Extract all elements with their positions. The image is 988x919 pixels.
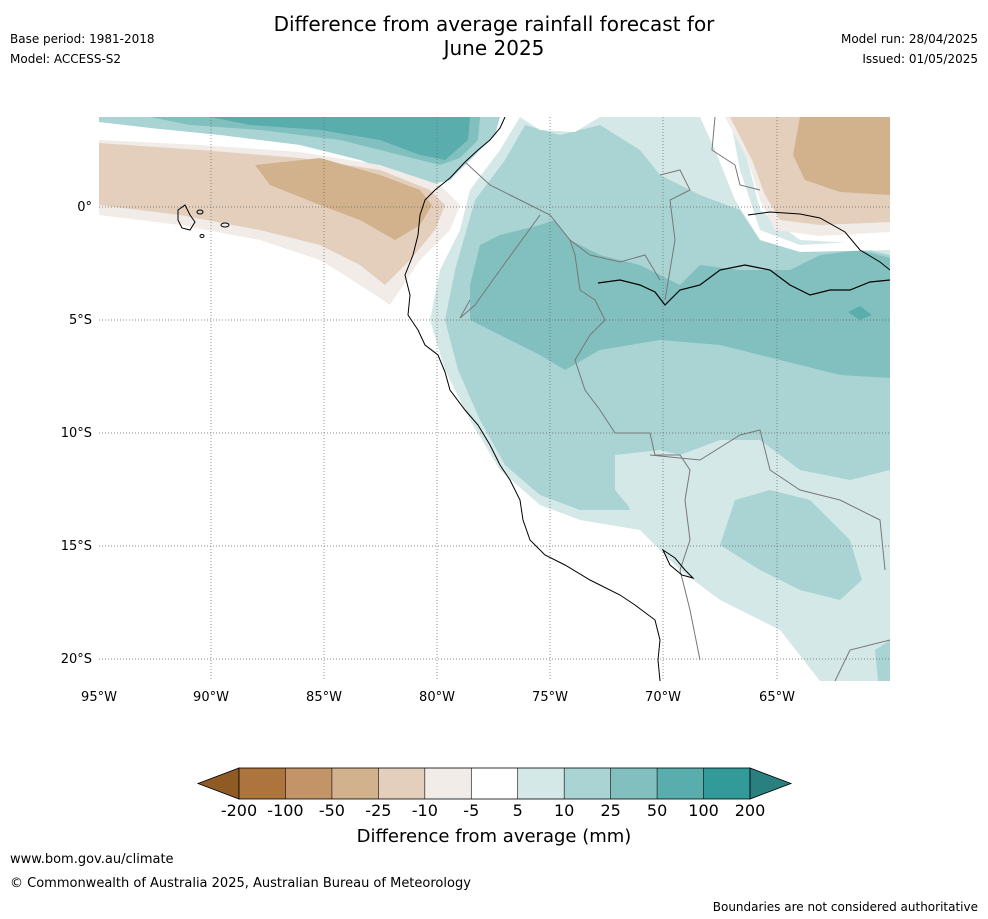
teal-band-north-core bbox=[210, 117, 470, 160]
lat-label: 20°S bbox=[61, 652, 92, 667]
colorbar-label: Difference from average (mm) bbox=[356, 826, 632, 847]
country-borders bbox=[459, 117, 890, 681]
lat-label: 15°S bbox=[61, 539, 92, 554]
dry-region-ne-core bbox=[793, 117, 890, 195]
model-run-text: Model run: 28/04/2025 bbox=[840, 32, 978, 46]
lon-label: 90°W bbox=[193, 690, 229, 705]
base-period-text: Base period: 1981-2018 bbox=[10, 32, 155, 46]
colorbar-tick-label: 100 bbox=[688, 801, 719, 820]
latitude-labels: 0° 5°S 10°S 15°S 20°S bbox=[61, 200, 92, 667]
colorbar-tick-label: -200 bbox=[220, 801, 258, 820]
colorbar-tick-label: 25 bbox=[600, 801, 621, 820]
colorbar-tick-label: -10 bbox=[411, 801, 438, 820]
colorbar-tick-label: -50 bbox=[318, 801, 345, 820]
colorbar-segment bbox=[564, 768, 611, 799]
footer-copyright: © Commonwealth of Australia 2025, Austra… bbox=[10, 876, 471, 891]
gridlines bbox=[99, 117, 890, 681]
lon-label: 75°W bbox=[532, 690, 568, 705]
teal-spot bbox=[848, 306, 872, 320]
colorbar-segment bbox=[703, 768, 750, 799]
colorbar-segment bbox=[471, 768, 518, 799]
dry-band-ocean-core bbox=[255, 158, 432, 240]
colorbar-segment bbox=[517, 768, 565, 799]
colorbar-tick-label: -5 bbox=[463, 801, 480, 820]
issued-text: Issued: 01/05/2025 bbox=[862, 52, 978, 66]
lake-titicaca bbox=[661, 548, 695, 579]
amazon-river bbox=[597, 264, 890, 306]
meta-left: Base period: 1981-2018 Model: ACCESS-S2 bbox=[10, 32, 155, 72]
colorbar-extend-low bbox=[196, 767, 240, 800]
lat-label: 5°S bbox=[69, 313, 92, 328]
teal-region-dark bbox=[470, 220, 890, 378]
colorbar-segment bbox=[378, 768, 425, 799]
coastline bbox=[404, 117, 661, 681]
colorbar-segment bbox=[239, 768, 286, 799]
white-gap-east bbox=[700, 117, 890, 252]
white-patch-north bbox=[520, 117, 600, 132]
map-title: Difference from average rainfall forecas… bbox=[0, 12, 988, 60]
lat-label: 10°S bbox=[61, 426, 92, 441]
lat-label: 0° bbox=[77, 200, 92, 215]
colorbar-ticks: -200 -100 -50 -25 -10 -5 5 10 25 50 100 200 bbox=[0, 801, 988, 821]
galapagos-islands bbox=[177, 204, 230, 238]
footer-url: www.bom.gov.au/climate bbox=[10, 852, 174, 867]
lon-label: 85°W bbox=[306, 690, 342, 705]
light-patch-south bbox=[615, 450, 890, 681]
lon-label: 65°W bbox=[759, 690, 795, 705]
colorbar-tick-label: 10 bbox=[553, 801, 575, 820]
footer-note: Boundaries are not considered authoritat… bbox=[712, 900, 978, 914]
teal-patch-south bbox=[720, 490, 862, 600]
model-text: Model: ACCESS-S2 bbox=[10, 52, 122, 66]
colorbar-segment bbox=[424, 768, 472, 799]
colorbar-tick-label: 5 bbox=[512, 801, 523, 820]
teal-patch-se bbox=[875, 640, 890, 681]
meta-right: Model run: 28/04/2025 Issued: 01/05/2025 bbox=[841, 32, 978, 72]
title-line-1: Difference from average rainfall forecas… bbox=[273, 12, 715, 36]
colorbar-tick-label: 200 bbox=[734, 801, 766, 820]
lon-label: 70°W bbox=[645, 690, 681, 705]
longitude-labels: 95°W 90°W 85°W 80°W 75°W 70°W 65°W bbox=[81, 690, 795, 705]
colorbar-tick-label: 50 bbox=[646, 801, 668, 820]
lon-label: 95°W bbox=[81, 690, 117, 705]
map-panel bbox=[99, 117, 890, 681]
colorbar-extend-high bbox=[749, 767, 793, 800]
colorbar-segment bbox=[657, 768, 704, 799]
lon-label: 80°W bbox=[419, 690, 455, 705]
colorbar bbox=[196, 767, 793, 800]
colorbar-segment bbox=[285, 768, 332, 799]
title-line-2: June 2025 bbox=[443, 36, 545, 60]
colorbar-segment bbox=[331, 768, 379, 799]
colorbar-tick-label: -100 bbox=[267, 801, 304, 820]
coast-north-east bbox=[747, 211, 890, 271]
colorbar-tick-label: -25 bbox=[365, 801, 392, 820]
colorbar-segment bbox=[610, 768, 658, 799]
